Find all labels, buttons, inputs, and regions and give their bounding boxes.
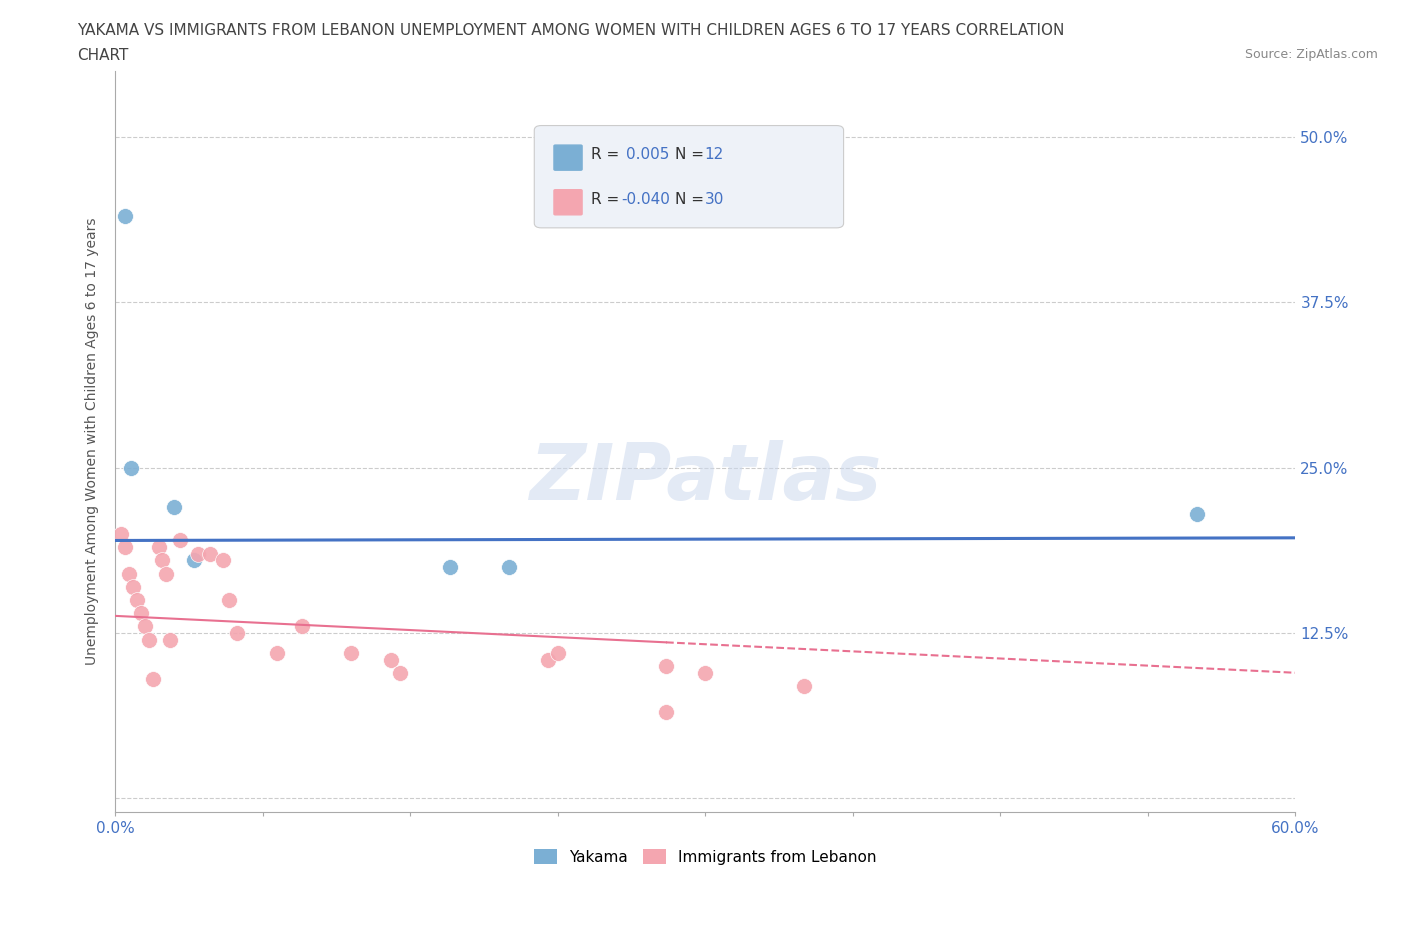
Point [655, 705, 678, 720]
Y-axis label: Unemployment Among Women with Children Ages 6 to 17 years: Unemployment Among Women with Children A… [86, 218, 100, 665]
Point [142, 672, 165, 687]
Point [198, 546, 221, 561]
Text: ZIPatlas: ZIPatlas [529, 440, 882, 516]
Point [218, 592, 240, 607]
Point [266, 645, 288, 660]
Point [291, 619, 314, 634]
Point [122, 579, 145, 594]
Point [163, 500, 186, 515]
Point [389, 665, 412, 680]
Point [793, 679, 815, 694]
Text: Source: ZipAtlas.com: Source: ZipAtlas.com [1244, 48, 1378, 61]
Point [183, 552, 205, 567]
Point [537, 652, 560, 667]
Point [187, 546, 209, 561]
Point [655, 658, 678, 673]
Point [125, 592, 148, 607]
Point [114, 539, 136, 554]
Text: R =: R = [591, 192, 624, 206]
Point [110, 526, 132, 541]
Point [439, 560, 461, 575]
Text: -0.040: -0.040 [621, 192, 671, 206]
Point [498, 560, 520, 575]
Point [129, 605, 152, 620]
Point [114, 209, 136, 224]
Text: N =: N = [675, 192, 709, 206]
Point [169, 533, 191, 548]
Point [159, 632, 181, 647]
Point [120, 460, 142, 475]
Text: CHART: CHART [77, 48, 129, 63]
Point [118, 566, 141, 581]
Text: 0.005: 0.005 [626, 147, 669, 162]
Point [134, 619, 156, 634]
Point [138, 632, 160, 647]
Legend: Yakama, Immigrants from Lebanon: Yakama, Immigrants from Lebanon [527, 843, 883, 870]
Point [380, 652, 402, 667]
Text: 30: 30 [704, 192, 724, 206]
Point [155, 566, 177, 581]
Point [212, 552, 235, 567]
Point [152, 552, 174, 567]
Point [547, 645, 569, 660]
Point [148, 539, 170, 554]
Point [226, 626, 249, 641]
Text: N =: N = [675, 147, 709, 162]
Text: YAKAMA VS IMMIGRANTS FROM LEBANON UNEMPLOYMENT AMONG WOMEN WITH CHILDREN AGES 6 : YAKAMA VS IMMIGRANTS FROM LEBANON UNEMPL… [77, 23, 1064, 38]
Point [340, 645, 363, 660]
Text: 12: 12 [704, 147, 724, 162]
Point [695, 665, 717, 680]
Point [1185, 507, 1208, 522]
Text: R =: R = [591, 147, 628, 162]
